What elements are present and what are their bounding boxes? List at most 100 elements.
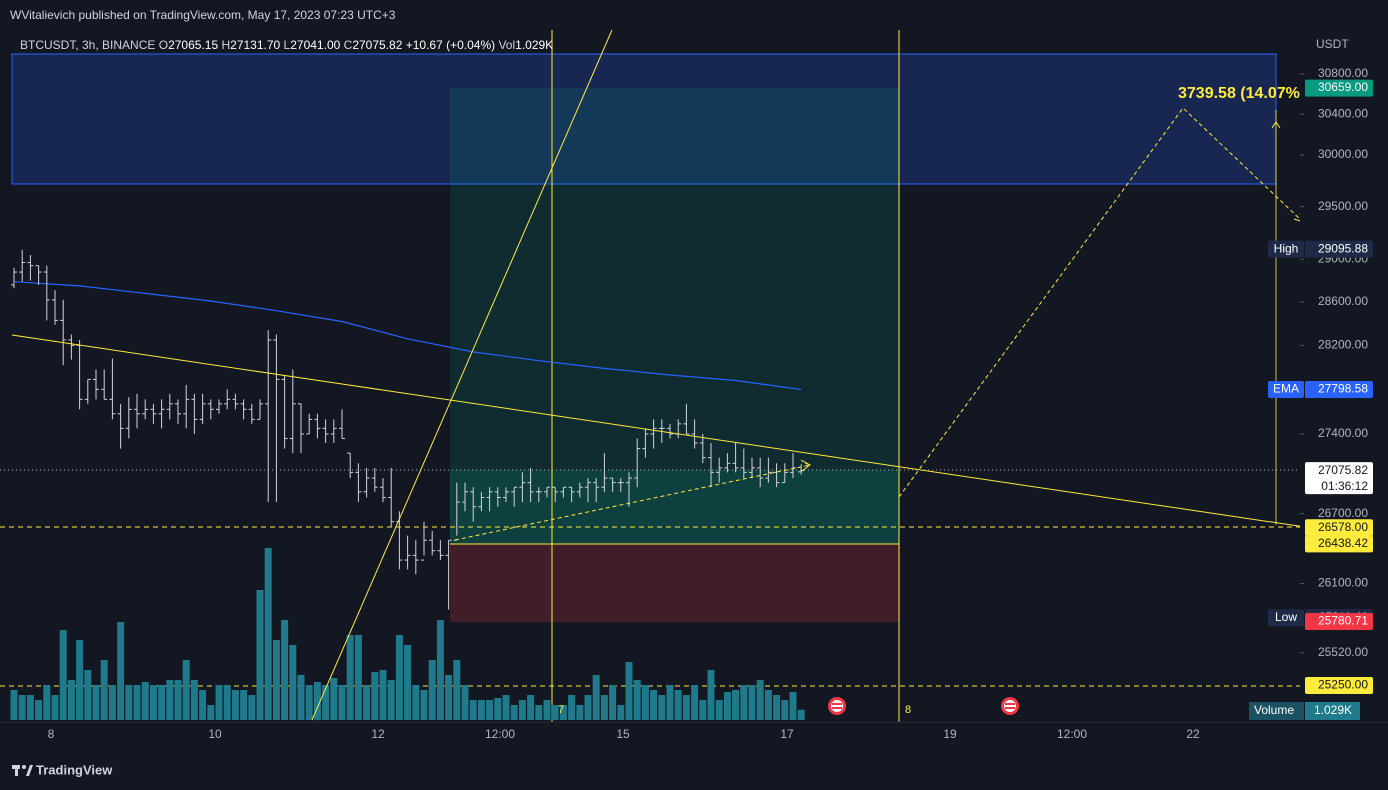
x-tick-label: 12:00 [485, 727, 515, 741]
volume-bar [445, 675, 453, 720]
volume-bar [67, 680, 75, 720]
volume-bar [289, 645, 297, 720]
volume-bar [666, 685, 674, 720]
volume-bar [199, 690, 207, 720]
volume-bar [674, 690, 682, 720]
volume-bar [420, 690, 428, 720]
volume-bar [584, 695, 592, 720]
logo[interactable] [12, 765, 33, 776]
volume-bar [535, 705, 543, 720]
arrow-head [800, 459, 811, 472]
trend-line[interactable] [11, 334, 1306, 528]
dashed-arrow[interactable] [454, 461, 812, 541]
price-bars [11, 249, 805, 610]
ohlc-value: 27065.15 [168, 38, 218, 52]
marker: 8 [905, 704, 911, 716]
projection-path[interactable] [898, 107, 1304, 498]
volume-bar [551, 705, 559, 720]
price-tag [1305, 381, 1373, 399]
volume-pane [10, 548, 805, 720]
x-tick-label: 8 [48, 727, 55, 741]
volume-bar [125, 685, 133, 720]
price-tag-label: 25250.00 [1318, 678, 1368, 692]
volume-bar [166, 680, 174, 720]
volume-bar [141, 682, 149, 720]
volume-bar [748, 685, 756, 720]
volume-bar [174, 680, 182, 720]
volume-bar [732, 690, 740, 720]
volume-bar [404, 645, 412, 720]
volume-bar [764, 690, 772, 720]
volume-bar [723, 692, 731, 720]
volume-bar [322, 685, 330, 720]
volume-bar [338, 685, 346, 720]
volume-bar [281, 620, 289, 720]
y-tick-label: 30000.00 [1318, 147, 1368, 161]
volume-bar [502, 695, 510, 720]
volume-bar [609, 685, 617, 720]
volume-bar [691, 685, 699, 720]
volume-bar [363, 685, 371, 720]
change: +10.67 (+0.04%) [406, 38, 495, 52]
volume-name: Volume [1254, 703, 1294, 717]
volume-bar [600, 695, 608, 720]
volume-bar [797, 709, 805, 720]
price-tag [1305, 79, 1373, 97]
profit-zone[interactable] [450, 88, 899, 470]
volume-bar [43, 685, 51, 720]
volume-bar [215, 685, 223, 720]
x-tick-label: 12 [371, 727, 385, 741]
event-icon[interactable] [828, 697, 846, 715]
price-tag [1305, 535, 1373, 553]
y-tick-label: 29500.00 [1318, 199, 1368, 213]
volume-bar [51, 695, 59, 720]
zone-rect[interactable] [11, 53, 1277, 185]
volume-bar [10, 690, 18, 720]
tag-name-bg [1268, 609, 1304, 627]
volume-bar [272, 640, 280, 720]
tag-name-bg [1268, 381, 1304, 399]
x-tick-label: 10 [208, 727, 222, 741]
price-tag-label: 27075.82 [1318, 463, 1368, 477]
y-tick-label: 28200.00 [1318, 338, 1368, 352]
volume-bar [26, 695, 34, 720]
symbol-legend: BTCUSDT, 3h, BINANCE O27065.15 H27131.70… [20, 38, 553, 52]
volume-bar [715, 700, 723, 720]
price-tag-label: 26578.00 [1318, 520, 1368, 534]
volume-bar [35, 700, 43, 720]
event-icon[interactable] [1001, 697, 1019, 715]
volume-bar [453, 660, 461, 720]
x-tick-label: 12:00 [1057, 727, 1087, 741]
volume-bar [617, 705, 625, 720]
y-tick-label: 28600.00 [1318, 294, 1368, 308]
volume-bar [789, 692, 797, 720]
price-tag [1305, 612, 1373, 630]
trend-line[interactable] [311, 29, 613, 721]
volume-bar [428, 660, 436, 720]
volume-bar [354, 635, 362, 720]
price-tag-label: 30659.00 [1318, 80, 1368, 94]
ohlc-key: C [344, 38, 353, 52]
brand: TradingView [36, 762, 113, 777]
price-scale [1300, 30, 1388, 722]
price-tag [1305, 462, 1373, 495]
ohlc-key: L [284, 38, 291, 52]
y-tick-label: 30800.00 [1318, 66, 1368, 80]
y-tick-label: 26100.00 [1318, 576, 1368, 590]
y-tick-label: 27400.00 [1318, 426, 1368, 440]
volume-bar [190, 680, 198, 720]
volume-bar [18, 695, 26, 720]
price-tag-label: 26438.42 [1318, 536, 1368, 550]
stop-zone[interactable] [450, 544, 899, 622]
volume-bar [740, 685, 748, 720]
tag-name: EMA [1273, 382, 1299, 396]
volume-bar [387, 680, 395, 720]
volume-bar [543, 700, 551, 720]
volume-bar [486, 700, 494, 720]
vol-value: 1.029K [515, 38, 553, 52]
volume-bar [240, 690, 248, 720]
price-tag-label: 29095.88 [1318, 241, 1368, 255]
volume-bar [100, 660, 108, 720]
symbol: BTCUSDT, 3h, BINANCE [20, 38, 155, 52]
volume-bar [477, 700, 485, 720]
